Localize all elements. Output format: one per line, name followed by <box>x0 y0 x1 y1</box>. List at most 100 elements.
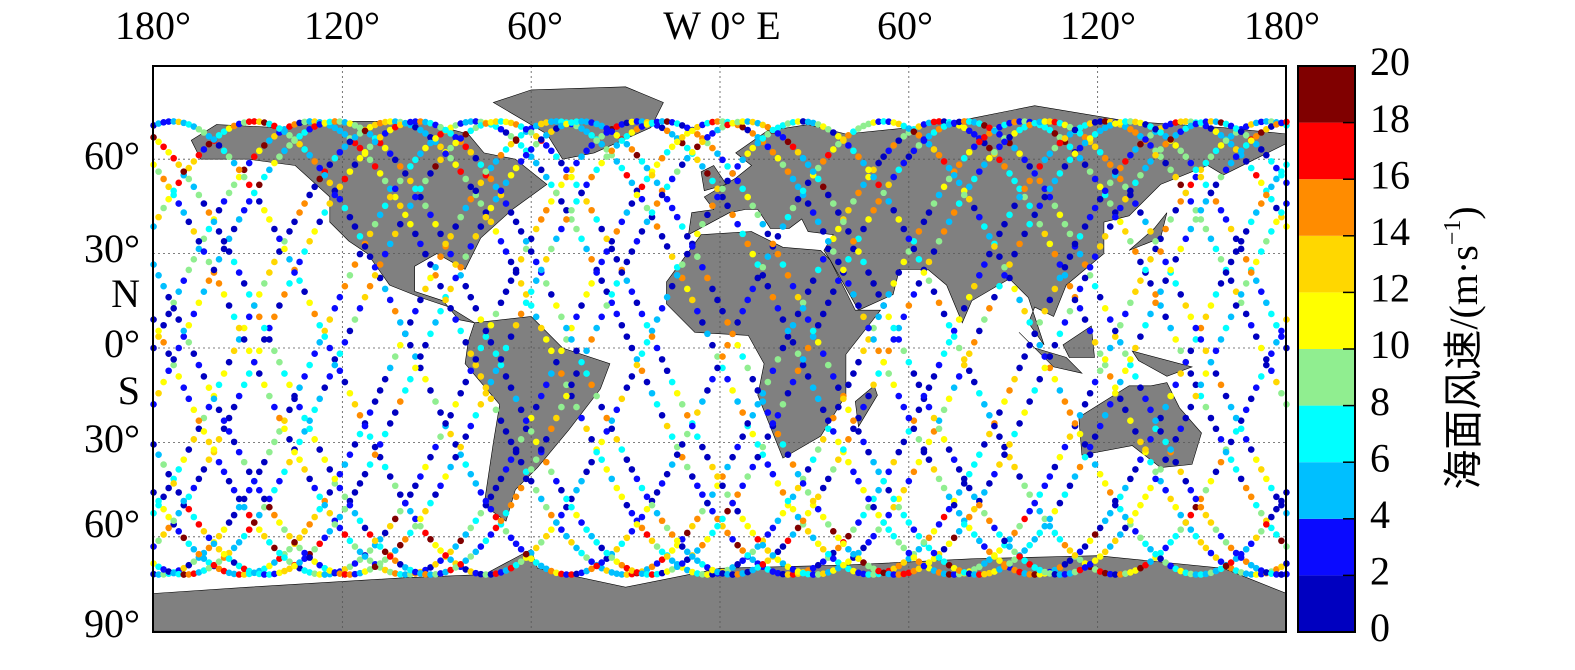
track-dot <box>1142 540 1149 548</box>
track-dot <box>739 230 746 238</box>
track-dot <box>940 310 948 318</box>
track-dot <box>613 558 621 565</box>
track-dot <box>583 370 590 377</box>
track-dot <box>165 484 172 492</box>
track-dot <box>1041 307 1049 315</box>
track-dot <box>794 118 802 125</box>
track-dot <box>296 140 303 148</box>
track-dot <box>417 185 424 193</box>
track-dot <box>1036 319 1044 326</box>
track-dot <box>1137 171 1144 179</box>
track-dot <box>1076 250 1084 258</box>
track-dot <box>814 321 822 329</box>
track-dot <box>195 245 203 253</box>
track-dot <box>673 138 681 146</box>
track-dot <box>376 170 384 177</box>
track-dot <box>1091 339 1099 346</box>
track-dot <box>704 170 711 177</box>
track-dot <box>417 522 424 530</box>
track-dot <box>840 446 847 453</box>
colorbar-tick-label: 8 <box>1370 379 1390 424</box>
track-dot <box>603 414 611 422</box>
track-dot <box>225 519 233 526</box>
track-dot <box>668 531 676 538</box>
track-dot <box>865 448 872 456</box>
track-dot <box>532 313 540 321</box>
track-dot <box>991 470 998 478</box>
track-dot <box>618 540 626 548</box>
track-dot <box>487 395 495 403</box>
track-dot <box>814 339 822 346</box>
track-dot <box>1106 316 1114 323</box>
track-dot <box>371 263 379 271</box>
track-dot <box>678 261 686 268</box>
track-dot <box>1061 541 1069 549</box>
track-dot <box>427 571 434 578</box>
track-dot <box>1187 122 1195 130</box>
track-dot <box>205 559 213 566</box>
track-dot <box>880 302 887 309</box>
track-dot <box>200 567 208 574</box>
track-dot <box>165 350 172 357</box>
track-dot <box>794 524 802 532</box>
track-dot <box>296 277 303 284</box>
track-dot <box>1268 118 1275 125</box>
track-dot <box>709 144 716 152</box>
track-dot <box>925 438 933 446</box>
track-dot <box>1202 486 1210 494</box>
track-dot <box>291 137 298 144</box>
track-dot <box>215 206 223 214</box>
colorbar-band <box>1298 122 1355 180</box>
track-dot <box>1197 503 1205 511</box>
track-dot <box>1061 163 1069 170</box>
track-dot <box>316 164 324 172</box>
track-dot <box>220 417 228 425</box>
track-dot <box>336 524 344 532</box>
track-dot <box>1096 367 1104 375</box>
track-dot <box>467 350 475 357</box>
track-dot <box>472 361 480 369</box>
track-dot <box>386 553 394 560</box>
track-dot <box>1222 324 1230 332</box>
track-dot <box>225 189 233 197</box>
track-dot <box>824 417 832 425</box>
track-dot <box>638 310 646 318</box>
track-dot <box>1096 118 1104 125</box>
track-dot <box>633 361 641 369</box>
track-dot <box>895 495 903 503</box>
track-dot <box>658 517 666 525</box>
track-dot <box>855 414 862 422</box>
track-dot <box>1217 458 1225 466</box>
track-dot <box>467 127 475 135</box>
track-dot <box>517 435 525 443</box>
track-dot <box>915 545 923 553</box>
track-dot <box>1036 566 1044 574</box>
track-dot <box>1227 313 1235 321</box>
track-dot <box>245 291 253 298</box>
track-dot <box>386 420 394 427</box>
track-dot <box>563 324 570 332</box>
track-dot <box>860 181 867 189</box>
track-dot <box>870 166 877 174</box>
track-dot <box>653 179 661 187</box>
track-dot <box>462 339 470 346</box>
track-dot <box>940 558 948 565</box>
track-dot <box>1137 501 1144 509</box>
track-dot <box>764 143 772 151</box>
track-dot <box>991 243 998 250</box>
track-dot <box>628 509 636 517</box>
track-dot <box>996 566 1003 573</box>
track-dot <box>502 509 510 517</box>
track-dot <box>527 288 535 295</box>
track-dot <box>668 118 676 126</box>
track-dot <box>250 153 258 160</box>
track-dot <box>1006 211 1013 219</box>
track-dot <box>734 491 741 498</box>
track-dot <box>759 561 767 568</box>
track-dot <box>563 571 570 578</box>
track-dot <box>709 177 716 185</box>
track-dot <box>991 127 998 135</box>
track-dot <box>477 344 485 352</box>
track-dot <box>981 139 988 147</box>
track-dot <box>532 122 540 130</box>
